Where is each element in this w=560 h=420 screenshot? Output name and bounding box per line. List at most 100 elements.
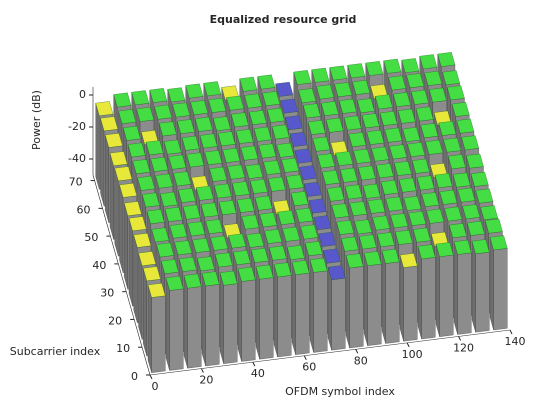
bar-front [385, 261, 400, 344]
bar-left [237, 268, 242, 362]
bar-top [280, 98, 298, 114]
bar-top [421, 192, 440, 207]
bar-top [367, 198, 386, 214]
bar-top [109, 151, 128, 166]
bar-top [113, 92, 132, 108]
bar-left [119, 184, 124, 273]
bar-top [394, 161, 412, 176]
bar-top [173, 171, 191, 187]
bar-left [291, 262, 296, 355]
x-tick-label: 80 [354, 354, 368, 367]
bar-top [163, 139, 182, 155]
x-tick-label: 140 [505, 335, 526, 348]
x-tick-label: 100 [402, 348, 423, 361]
bar-top [286, 174, 304, 190]
bar-top [231, 112, 249, 128]
bar-left [381, 250, 386, 344]
bar-front [151, 295, 166, 373]
bar-top [361, 113, 380, 129]
x-tick-label: 20 [199, 374, 213, 387]
bar-top [485, 218, 503, 234]
bar-top [177, 119, 195, 134]
bar-top [309, 257, 328, 273]
bar-top [429, 87, 447, 103]
bar-top [331, 203, 350, 219]
bar-top [145, 140, 164, 156]
x-tick [200, 368, 204, 373]
bar-top [376, 163, 394, 179]
bar-top [128, 216, 147, 232]
bar-top [114, 166, 133, 182]
bar-left [147, 284, 152, 373]
bar-top [480, 205, 498, 220]
bar-left [327, 267, 332, 351]
bar-top [182, 204, 201, 220]
bar-top [146, 209, 165, 224]
bar-top [489, 235, 508, 251]
x-tick [509, 329, 513, 335]
bar-top [451, 102, 470, 117]
bar-top [275, 81, 294, 97]
y-tick-label: 60 [77, 203, 91, 216]
bar-top [340, 167, 358, 183]
bar-front [331, 277, 346, 351]
bar-top [262, 91, 280, 106]
bar-top [232, 181, 250, 197]
bar-top [293, 70, 312, 85]
bar-top [257, 74, 276, 90]
bar-top [426, 208, 444, 224]
bar-top [294, 148, 313, 164]
bar-top [209, 166, 227, 182]
bar-top [291, 260, 310, 275]
bar-top [398, 177, 417, 193]
bar-top [174, 240, 192, 256]
bar-top [402, 127, 421, 142]
bar-top [308, 198, 327, 214]
bar-top [154, 104, 172, 120]
bar-top [344, 184, 363, 200]
bar-top [453, 239, 472, 255]
bar-top [235, 129, 254, 144]
bar-top [196, 185, 214, 201]
bar-top [362, 183, 381, 199]
bar-top [263, 160, 281, 175]
bar-top [412, 158, 430, 174]
bar-top [131, 90, 150, 106]
y-tick-label: 50 [84, 231, 98, 244]
bar-top [300, 224, 318, 240]
bar-front [403, 265, 418, 342]
bar-top [399, 253, 418, 268]
bar-top [214, 183, 232, 199]
bar-top [169, 223, 188, 239]
bar-top [371, 146, 389, 162]
bar-top [357, 98, 375, 113]
bar-front [205, 284, 220, 367]
bar-top [245, 164, 263, 179]
bar-top [237, 266, 256, 282]
bar-top [155, 173, 173, 189]
y-tick-label: 0 [131, 370, 138, 383]
bar-top [298, 88, 316, 104]
bar-top [161, 259, 179, 274]
bar-top [457, 187, 476, 203]
bar-top [417, 244, 436, 260]
bar-top [411, 89, 429, 105]
bar-top [258, 143, 277, 159]
y-tick-label: 40 [92, 259, 106, 272]
bar-top [105, 133, 123, 148]
z-tick-label: -20 [68, 120, 86, 133]
bar-left [124, 203, 128, 290]
bar-top [406, 73, 424, 88]
bar-front [313, 270, 328, 353]
bar-top [413, 227, 431, 243]
bar-front [457, 252, 472, 335]
bar-top [416, 175, 435, 191]
bar-top [408, 211, 426, 226]
bar-top [255, 264, 274, 280]
bar-top [187, 221, 206, 237]
bar-top [303, 103, 321, 119]
bar-top [384, 127, 403, 143]
bar-top [372, 215, 390, 231]
bar-top [183, 273, 202, 289]
